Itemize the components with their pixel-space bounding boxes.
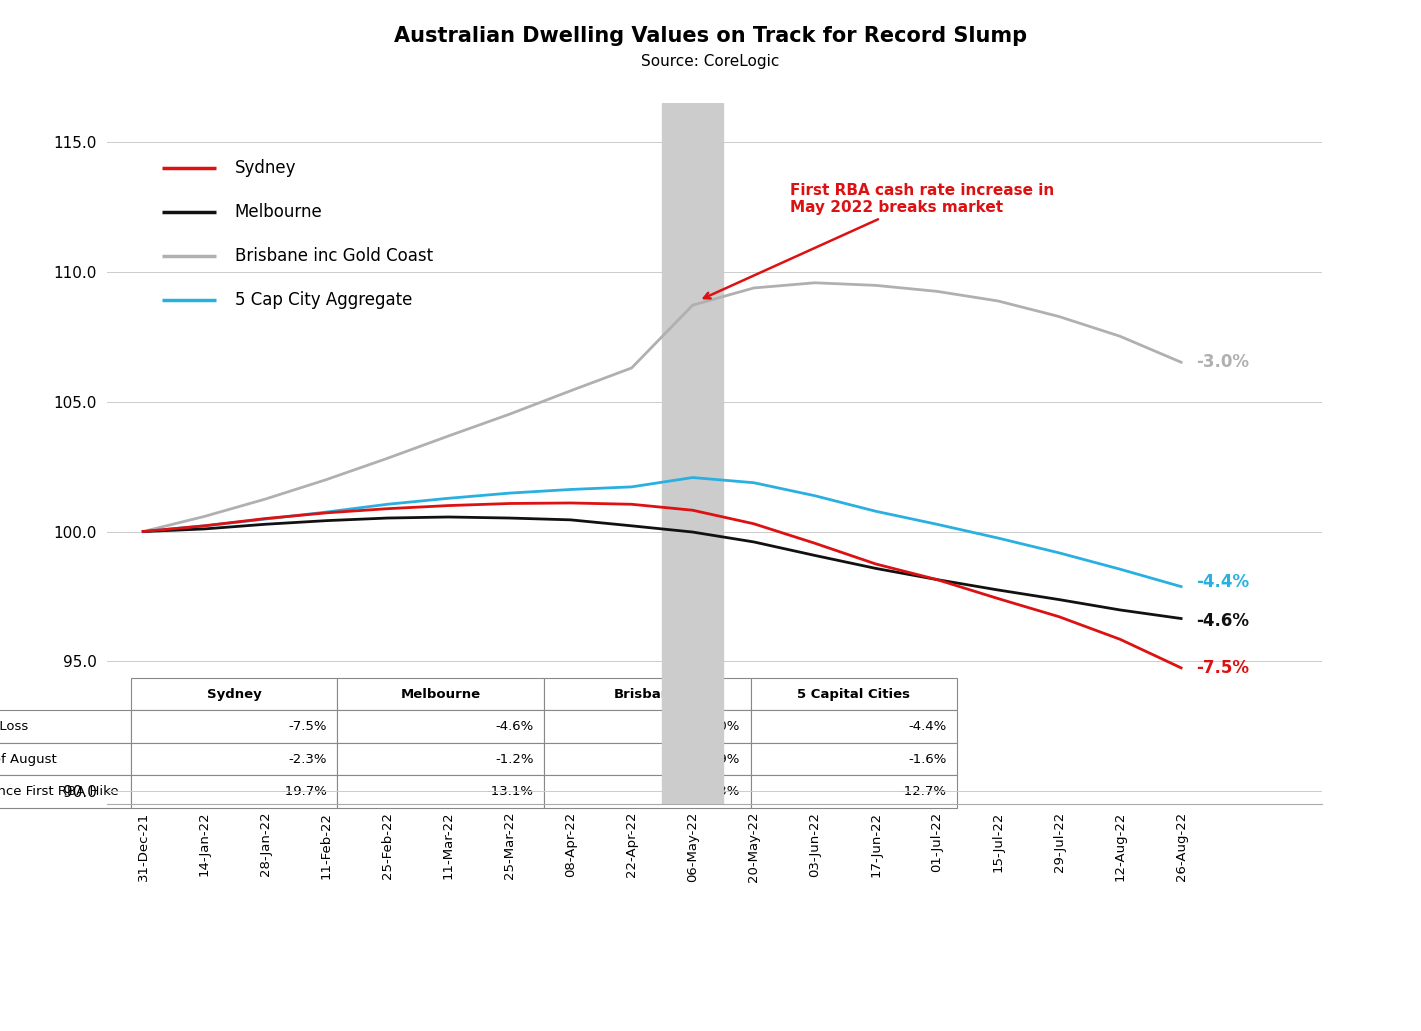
Bar: [662, 103, 723, 804]
Text: Source: CoreLogic: Source: CoreLogic: [641, 54, 780, 69]
Text: Australian Dwelling Values on Track for Record Slump: Australian Dwelling Values on Track for …: [394, 26, 1027, 45]
Text: Brisbane inc Gold Coast: Brisbane inc Gold Coast: [234, 247, 433, 265]
Text: First RBA cash rate increase in
May 2022 breaks market: First RBA cash rate increase in May 2022…: [703, 182, 1054, 298]
Text: Melbourne: Melbourne: [234, 203, 323, 222]
Text: Sydney: Sydney: [234, 159, 297, 177]
Text: -3.0%: -3.0%: [1196, 354, 1249, 371]
Text: -7.5%: -7.5%: [1196, 659, 1249, 677]
Text: -4.6%: -4.6%: [1196, 612, 1249, 630]
Text: 5 Cap City Aggregate: 5 Cap City Aggregate: [234, 292, 412, 309]
Text: -4.4%: -4.4%: [1196, 573, 1249, 591]
